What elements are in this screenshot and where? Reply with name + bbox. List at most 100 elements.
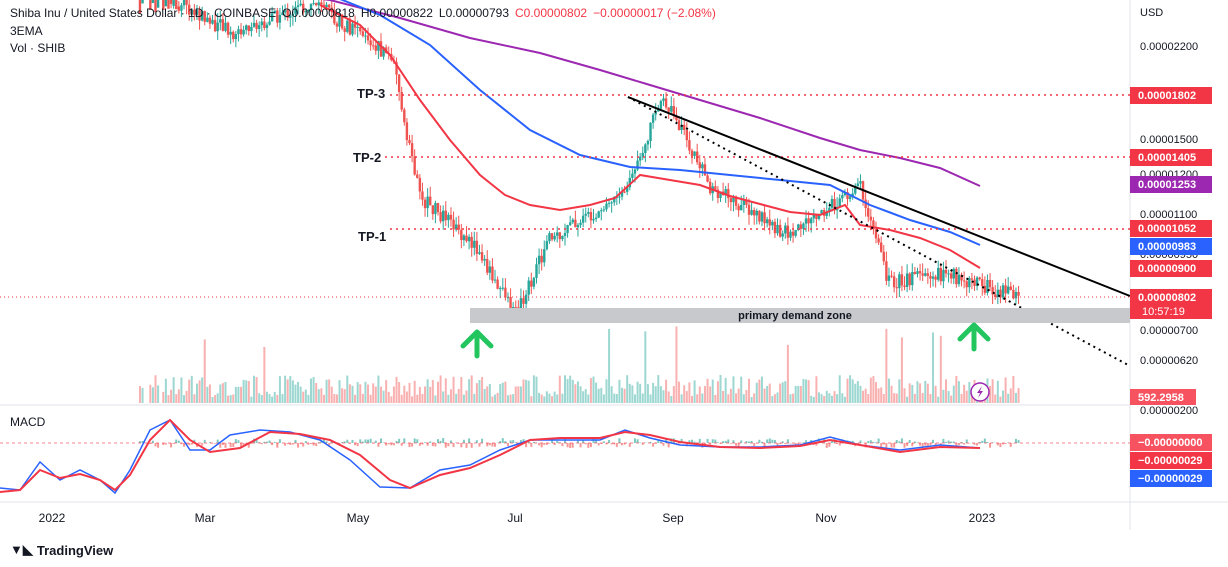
macd-hist-bar (836, 443, 839, 444)
macd-hist-bar (545, 443, 548, 445)
candle-body (403, 109, 406, 123)
macd-hist-bar (328, 443, 331, 447)
symbol-title[interactable]: Shiba Inu / United States Dollar · 1D · … (10, 6, 277, 20)
macd-hist-bar (571, 443, 574, 448)
currency-label: USD (1140, 7, 1163, 19)
volume-bar (823, 396, 826, 403)
volume-bar (856, 381, 859, 403)
candle-body (828, 207, 831, 212)
close-value: C0.00000802 (515, 6, 588, 20)
macd-hist-bar (488, 443, 491, 446)
candle-body (182, 0, 186, 6)
macd-hist-bar (869, 440, 872, 443)
macd-hist-bar (732, 440, 735, 443)
volume-bar (854, 383, 857, 403)
macd-hist-bar (271, 443, 274, 446)
volume-bar (439, 375, 442, 403)
candle-body (488, 266, 492, 273)
macd-hist-bar (468, 438, 471, 443)
volume-bar (297, 381, 300, 403)
volume-bar (991, 379, 994, 403)
volume-bar (162, 391, 165, 403)
candle-body (219, 19, 222, 23)
candle-body (299, 3, 302, 6)
macd-hist-bar (851, 440, 854, 443)
macd-hist-bar (188, 443, 191, 446)
volume-bar (374, 386, 377, 403)
candle-body (851, 193, 854, 197)
candle-body (226, 22, 230, 35)
badge-tp3 (1130, 87, 1212, 104)
volume-bar (494, 394, 497, 403)
volume-bar (768, 383, 771, 403)
volume-bar (351, 385, 354, 403)
candle-body (664, 98, 668, 108)
volume-bar (322, 394, 325, 403)
price-tick: 0.00001500 (1140, 134, 1198, 146)
candle-body (353, 23, 357, 28)
candle-body (470, 236, 473, 248)
macd-hist-bar (753, 443, 756, 447)
volume-bar (698, 386, 701, 403)
candle-body (994, 294, 997, 298)
candle-body (252, 22, 256, 27)
volume-bar (773, 394, 776, 403)
volume-bar (185, 390, 188, 403)
volume-bar (919, 383, 922, 403)
macd-hist-bar (525, 443, 528, 448)
candle-body (273, 10, 276, 14)
macd-hist-bar (514, 442, 517, 443)
volume-bar (553, 391, 556, 403)
candle-body (558, 232, 562, 240)
volume-bar (208, 384, 211, 403)
candle-body (535, 264, 538, 278)
candle-body (773, 221, 777, 234)
tradingview-brand[interactable]: ▼◣ TradingView (10, 542, 113, 558)
candle-body (302, 3, 305, 13)
tradingview-logo-icon: ▼◣ (10, 542, 33, 557)
volume-bar (369, 394, 372, 403)
macd-hist-bar (299, 443, 302, 445)
volume-bar (468, 379, 471, 403)
macd-hist-bar (667, 443, 670, 448)
volume-bar (675, 326, 678, 403)
volume-bar (667, 391, 670, 403)
macd-hist-bar (981, 440, 984, 443)
volume-bar (265, 391, 268, 403)
candle-body (346, 20, 349, 32)
candle-body (911, 272, 914, 286)
volume-bar (999, 396, 1002, 403)
candle-body (778, 224, 782, 237)
volume-bar (525, 379, 528, 403)
candle-body (496, 279, 499, 289)
macd-hist-bar (273, 441, 276, 443)
volume-bar (711, 379, 714, 403)
candle-body (550, 233, 554, 240)
candle-body (872, 220, 875, 230)
macd-hist-bar (242, 443, 245, 446)
volume-bar (252, 375, 255, 403)
lightning-icon[interactable] (970, 382, 990, 402)
candle-body (937, 267, 940, 280)
candle-body (449, 214, 453, 220)
macd-hist-bar (613, 443, 616, 445)
ema-legend[interactable]: 3EMA (10, 24, 43, 38)
macd-hist-bar (1017, 440, 1020, 443)
macd-hist-bar (825, 443, 828, 448)
candle-body (169, 0, 173, 4)
candle-body (180, 5, 183, 11)
volume-bar (872, 376, 875, 403)
volume-bar (361, 393, 364, 403)
candle-body (154, 0, 157, 13)
volume-bar (729, 388, 732, 403)
volume-bar (263, 346, 266, 403)
candle-body (918, 271, 922, 274)
volume-bar (434, 395, 437, 403)
macd-hist-bar (232, 443, 235, 447)
candle-body (460, 229, 463, 241)
macd-hist-bar (444, 443, 447, 448)
volume-bar (535, 376, 538, 403)
macd-hist-bar (224, 443, 227, 448)
volume-legend[interactable]: Vol · SHIB (10, 41, 66, 55)
